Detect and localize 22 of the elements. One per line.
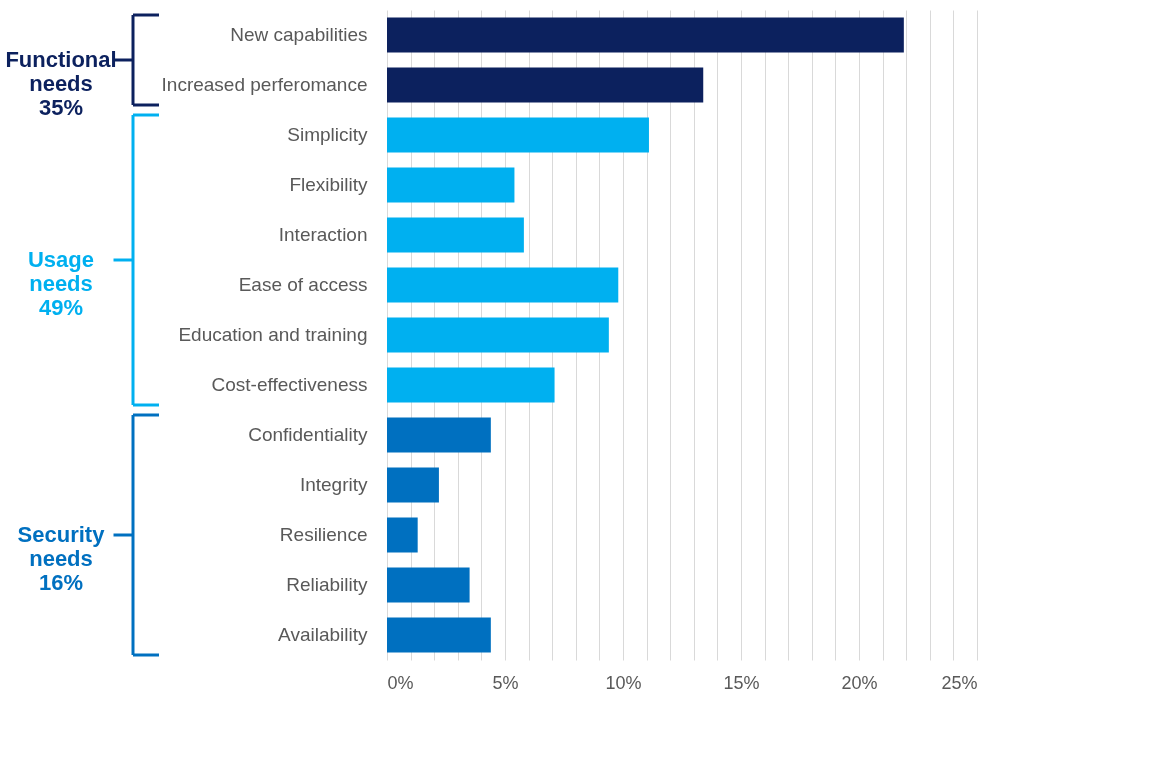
x-tick-label: 15%: [723, 672, 760, 693]
x-tick-label: 10%: [605, 672, 642, 693]
x-tick-label: 20%: [841, 672, 878, 693]
y-tick-label: Resilience: [279, 524, 368, 545]
y-tick-label: New capabilities: [230, 24, 368, 45]
legend-label: Usage needs 49%: [27, 247, 95, 320]
y-tick-label: Flexibility: [289, 174, 368, 195]
legend-label: Functional needs 35%: [5, 47, 117, 120]
x-tick-label: 25%: [941, 672, 978, 693]
y-tick-label: Reliability: [286, 574, 368, 595]
y-tick-label: Increased perferomance: [161, 74, 368, 95]
legend-label: Security needs 16%: [17, 522, 106, 595]
y-tick-label: Simplicity: [287, 124, 368, 145]
y-tick-label: Integrity: [299, 474, 368, 495]
y-tick-label: Education and training: [178, 324, 368, 345]
y-tick-label: Cost-effectiveness: [211, 374, 368, 395]
y-tick-label: Ease of access: [238, 274, 368, 295]
y-tick-label: Interaction: [278, 224, 368, 245]
y-tick-label: Confidentiality: [248, 424, 368, 445]
x-tick-label: 0%: [387, 672, 414, 693]
x-tick-label: 5%: [492, 672, 519, 693]
y-tick-label: Availability: [278, 624, 368, 645]
